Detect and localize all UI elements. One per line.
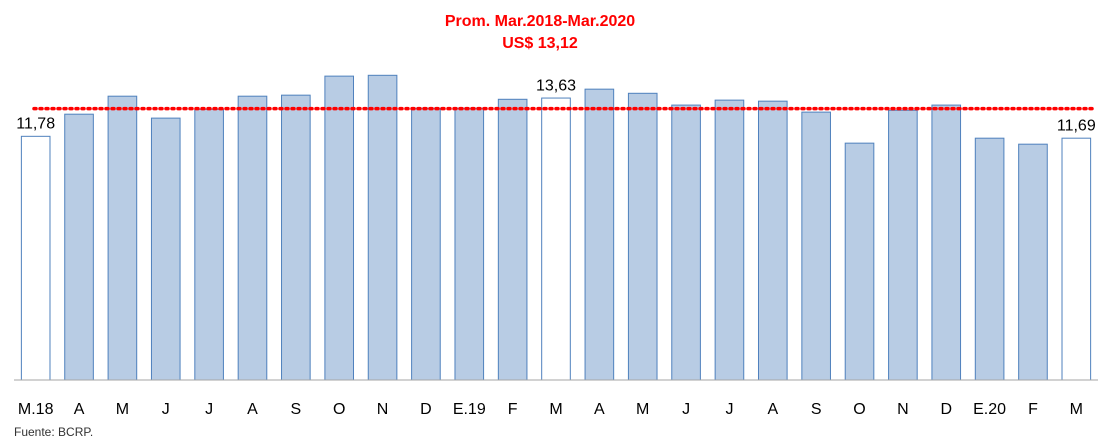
x-tick-label: J <box>205 401 213 418</box>
bar <box>454 107 485 381</box>
x-tick-label: M <box>636 401 649 418</box>
bar <box>150 117 181 381</box>
bar <box>1018 143 1048 381</box>
x-tick-label: A <box>767 401 778 418</box>
x-tick-label: F <box>1028 401 1038 418</box>
x-tick-label: N <box>897 401 909 418</box>
x-tick-label: D <box>420 401 432 418</box>
x-tick-label: M.18 <box>18 401 54 418</box>
bar <box>237 95 268 381</box>
bar <box>497 98 528 381</box>
bar <box>281 94 311 381</box>
x-tick-label: J <box>682 401 690 418</box>
source: Fuente: BCRP. <box>14 425 93 439</box>
bar <box>584 88 615 381</box>
x-tick-label: O <box>853 401 865 418</box>
x-tick-label: D <box>940 401 952 418</box>
average-label: US$ 13,12 <box>502 35 578 52</box>
x-tick-label: M <box>549 401 562 418</box>
value-label: 11,78 <box>16 116 55 133</box>
bar <box>20 135 51 381</box>
x-tick-label: A <box>247 401 258 418</box>
bar <box>931 104 962 381</box>
x-tick-label: J <box>162 401 170 418</box>
bar <box>974 137 1005 381</box>
bar <box>107 95 138 381</box>
bar <box>757 100 788 381</box>
value-label: 13,63 <box>536 77 576 94</box>
bar <box>844 142 875 381</box>
bar <box>541 97 571 381</box>
bar <box>671 104 701 381</box>
bar <box>888 109 918 381</box>
chart-title: Prom. Mar.2018-Mar.2020 <box>445 13 635 30</box>
bar <box>411 107 441 381</box>
x-tick-label: F <box>508 401 518 418</box>
x-tick-label: E.20 <box>973 401 1006 418</box>
bar <box>64 113 94 381</box>
bar <box>801 111 831 381</box>
value-label: 11,69 <box>1057 117 1096 134</box>
x-tick-label: A <box>594 401 605 418</box>
bar <box>627 92 658 381</box>
bar <box>194 108 224 381</box>
x-tick-label: S <box>811 401 822 418</box>
x-tick-label: J <box>725 401 733 418</box>
bar <box>367 74 398 381</box>
x-tick-label: O <box>333 401 345 418</box>
x-tick-label: E.19 <box>453 401 486 418</box>
x-tick-label: M <box>116 401 129 418</box>
x-tick-label: N <box>377 401 389 418</box>
x-tick-label: S <box>291 401 302 418</box>
bar <box>1061 137 1092 381</box>
bar <box>324 75 355 381</box>
x-tick-label: M <box>1070 401 1083 418</box>
bar <box>714 99 745 381</box>
x-tick-label: A <box>74 401 85 418</box>
